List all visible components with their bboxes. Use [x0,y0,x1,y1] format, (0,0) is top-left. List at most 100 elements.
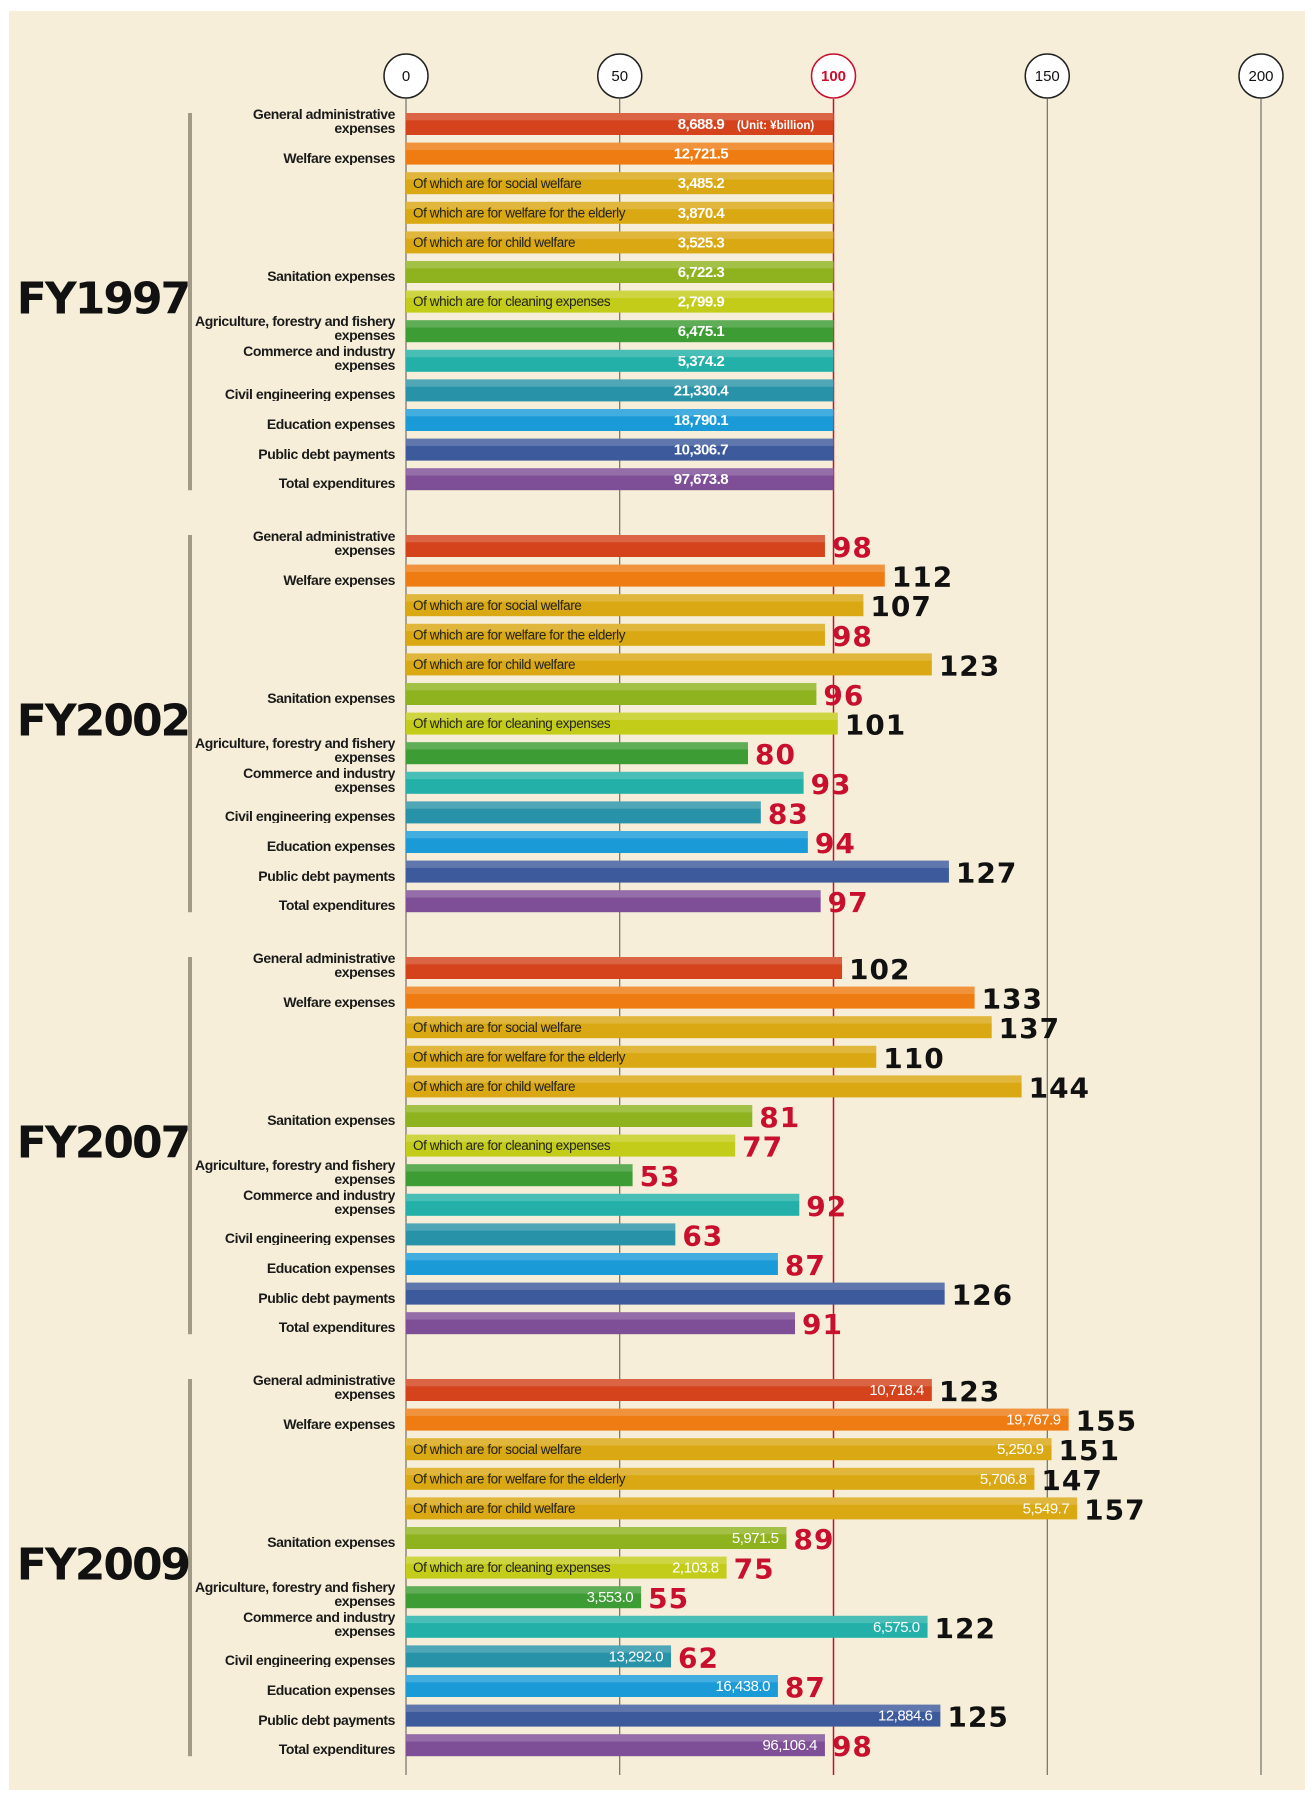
sub-category-label: Of which are for cleaning expenses [413,716,611,731]
value-label: 126 [952,1279,1013,1312]
bar-shine [406,801,761,809]
bar [406,860,949,883]
amount-label: 3,870.4 [678,205,726,222]
tick-circle [597,53,643,99]
bar-shine [406,113,834,121]
category-label-box: Welfare expenses [283,573,395,587]
category-label: Welfare expenses [283,149,395,165]
category-label-box: Commerce and industry expenses [243,766,395,794]
bar [406,1105,753,1127]
sub-category-label: Of which are for welfare for the elderly [413,627,626,642]
bar-shine [406,564,885,572]
value-label: 93 [811,768,852,801]
bar-shine [406,535,825,543]
value-label: 151 [1059,1434,1120,1467]
bar-shine [406,1704,941,1712]
bar-shine [406,1105,753,1113]
amount-label: 3,485.2 [678,175,725,192]
value-label: 87 [785,1671,826,1704]
bar [406,771,804,794]
group-label: FY2002 [17,696,189,747]
x-tick-label: 0 [402,68,410,85]
sub-category-label: Of which are for child welfare [413,1501,575,1516]
category-label-box: Commerce and industry expenses [243,344,395,372]
bar [406,409,834,431]
unit-note: (Unit: ¥billion) [737,120,814,132]
category-label: Sanitation expenses [267,1534,395,1549]
bar [406,653,932,676]
bar-shine [406,890,821,898]
value-label: 77 [742,1131,783,1164]
bar [406,1704,941,1727]
bar-shine [406,172,834,180]
category-label: Education expenses [266,1260,395,1275]
category-label-box: Total expenditures [278,1741,395,1757]
category-label: Agriculture, forestry and fishery expens… [195,1157,395,1187]
value-label: 81 [759,1101,800,1134]
amount-label: 5,250.9 [997,1441,1044,1458]
category-label-box: Civil engineering expenses [224,1652,395,1668]
value-label: 98 [832,1730,873,1763]
value-label: 123 [939,1375,1000,1408]
bar-shine [406,623,825,632]
bar-shine [406,1312,796,1320]
value-label: 62 [678,1641,719,1674]
bar [406,1645,672,1668]
bar [406,1379,932,1401]
bar-shine [406,261,834,269]
category-label-box: Total expenditures [278,1319,395,1335]
category-label: Welfare expenses [283,1415,395,1431]
bar-shine [406,1734,825,1742]
bar [406,986,975,1009]
value-label: 92 [806,1190,847,1223]
category-label-box: Education expenses [267,1683,395,1697]
bar [406,1193,800,1216]
sub-category-label: Of which are for cleaning expenses [413,1138,611,1153]
category-label: Commerce and industry expenses [243,1186,395,1216]
bar-shine [406,1164,633,1172]
category-label-box: Agriculture, forestry and fishery expens… [195,1157,395,1187]
category-label: General administrative expenses [252,950,395,979]
group-label: FY2007 [17,1118,189,1169]
bar [406,1282,945,1305]
category-label: Civil engineering expenses [224,1652,395,1668]
group-label: FY2009 [17,1540,189,1591]
bar-shine [406,1556,727,1564]
category-label-box: Agriculture, forestry and fishery expens… [195,314,395,342]
category-label: Total expenditures [278,1319,395,1335]
value-label: 97 [828,886,869,919]
value-label: 94 [815,827,856,860]
category-label-box: Welfare expenses [283,995,395,1009]
tick-circle [383,53,429,99]
category-label-box: Total expenditures [279,898,395,912]
bar [406,1134,736,1157]
amount-label: 6,722.3 [678,264,725,281]
bar-shine [406,1467,1035,1476]
amount-label: 12,721.5 [674,146,729,163]
bar [406,1164,633,1187]
tick-circle [1238,53,1284,99]
value-label: 98 [832,620,873,653]
category-label: Sanitation expenses [267,690,395,705]
bar [406,564,885,587]
bar-shine [406,986,975,994]
category-label-box: Education expenses [267,417,395,431]
category-label-box: Public debt payments [258,869,395,883]
bar [406,1556,727,1579]
category-label: Public debt payments [258,1711,395,1727]
sub-category-label: Of which are for social welfare [413,1020,581,1035]
bar-shine [406,1282,945,1290]
group-label: FY1997 [17,274,189,325]
value-label: 96 [823,679,864,712]
bar-shine [406,320,834,328]
bar [406,1408,1069,1431]
category-label: Total expenditures [278,1741,395,1757]
category-label: Commerce and industry expenses [243,1608,395,1638]
bar [406,1615,928,1638]
value-label: 157 [1084,1493,1145,1526]
value-label: 63 [682,1219,723,1252]
amount-label: 5,971.5 [732,1530,779,1547]
bar [406,1497,1078,1520]
bar-shine [406,438,834,446]
